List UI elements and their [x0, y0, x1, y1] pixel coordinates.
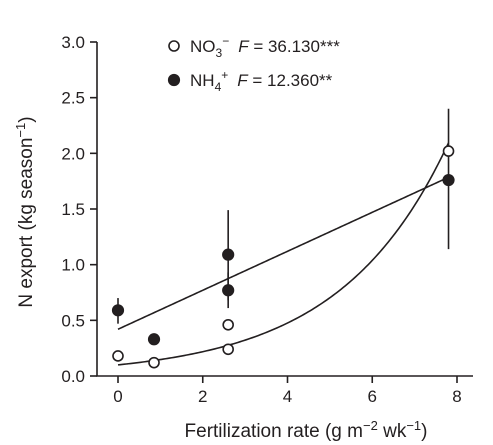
legend: NO3− F = 36.130*** NH4+ F = 12.360** [167, 34, 340, 94]
y-axis-title: N export (kg season−1) [13, 116, 37, 307]
y-tick-label: 2.0 [61, 144, 85, 163]
point-nh4 [222, 248, 235, 261]
legend-entry-nh4: NH4+ F = 12.360** [190, 68, 333, 94]
point-nh4 [147, 333, 161, 346]
x-tick-label: 6 [368, 387, 377, 406]
x-axis-title: Fertilization rate (g m−2 wk−1) [185, 418, 428, 442]
y-tick-label: 3.0 [61, 33, 85, 52]
point-no3 [112, 350, 124, 362]
fit-line-no3 [117, 142, 450, 366]
point-no3 [222, 343, 234, 356]
fit-line-nh4 [117, 176, 449, 330]
legend-marker-nh4 [167, 73, 181, 87]
point-no3 [442, 145, 455, 157]
x-tick-label: 0 [113, 387, 122, 406]
legend-entry-no3: NO3− F = 36.130*** [190, 34, 340, 60]
ticks-layer: 0 2 4 6 8 0.0 0.5 1.0 1.5 2.0 2.5 3.0 [61, 33, 461, 406]
y-tick-label: 0.0 [61, 367, 85, 386]
y-tick-label: 2.5 [61, 89, 85, 108]
y-tick-label: 1.0 [61, 256, 85, 275]
point-no3 [148, 356, 160, 369]
point-nh4 [222, 284, 235, 297]
x-tick-label: 4 [283, 387, 292, 406]
legend-marker-no3 [168, 40, 180, 52]
x-tick-label: 8 [452, 387, 461, 406]
axes-frame [96, 42, 473, 377]
point-nh4 [111, 304, 125, 317]
error-bars [117, 108, 450, 345]
data-points [111, 145, 455, 369]
y-tick-label: 1.5 [61, 200, 85, 219]
point-no3 [222, 318, 234, 331]
point-nh4 [442, 173, 455, 187]
y-tick-label: 0.5 [61, 311, 85, 330]
x-tick-label: 2 [198, 387, 207, 406]
fit-lines [117, 142, 450, 366]
